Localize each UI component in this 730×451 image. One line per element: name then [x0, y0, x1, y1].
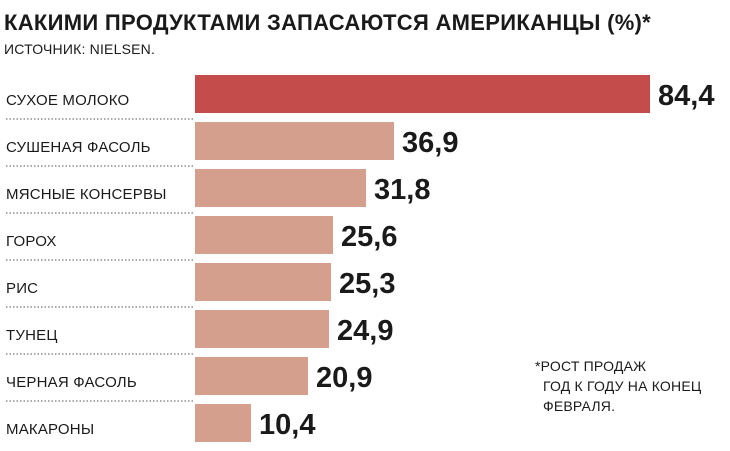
chart-footnote: *РОСТ ПРОДАЖ ГОД К ГОДУ НА КОНЕЦ ФЕВРАЛЯ… — [535, 356, 701, 416]
footnote-line-3: ФЕВРАЛЯ. — [543, 398, 616, 414]
category-label-3: МЯСНЫЕ КОНСЕРВЫ — [6, 186, 167, 203]
category-label-5: РИС — [6, 280, 38, 297]
value-label-5: 25,3 — [339, 268, 395, 300]
footnote-line-1: *РОСТ ПРОДАЖ — [535, 358, 647, 374]
footnote-line-2: ГОД К ГОДУ НА КОНЕЦ — [543, 378, 702, 394]
bar-5 — [195, 263, 331, 301]
value-label-8: 10,4 — [259, 409, 315, 441]
bar-7 — [195, 357, 308, 395]
chart-source: ИСТОЧНИК: NIELSEN. — [4, 41, 156, 57]
category-label-1: СУХОЕ МОЛОКО — [6, 92, 129, 109]
value-label-1: 84,4 — [658, 80, 714, 112]
value-label-2: 36,9 — [402, 127, 458, 159]
value-label-6: 24,9 — [337, 315, 393, 347]
bar-4 — [195, 216, 333, 254]
value-label-7: 20,9 — [316, 362, 372, 394]
category-label-4: ГОРОХ — [6, 233, 57, 250]
bar-2 — [195, 122, 394, 160]
category-label-7: ЧЕРНАЯ ФАСОЛЬ — [6, 374, 137, 391]
chart-title: КАКИМИ ПРОДУКТАМИ ЗАПАСАЮТСЯ АМЕРИКАНЦЫ … — [4, 10, 652, 35]
bar-8 — [195, 404, 251, 442]
category-label-6: ТУНЕЦ — [6, 327, 58, 344]
category-label-8: МАКАРОНЫ — [6, 421, 94, 438]
value-label-3: 31,8 — [374, 174, 430, 206]
bar-6 — [195, 310, 329, 348]
value-label-4: 25,6 — [341, 221, 397, 253]
bar-1 — [195, 75, 650, 113]
bar-3 — [195, 169, 366, 207]
category-label-2: СУШЕНАЯ ФАСОЛЬ — [6, 139, 151, 156]
